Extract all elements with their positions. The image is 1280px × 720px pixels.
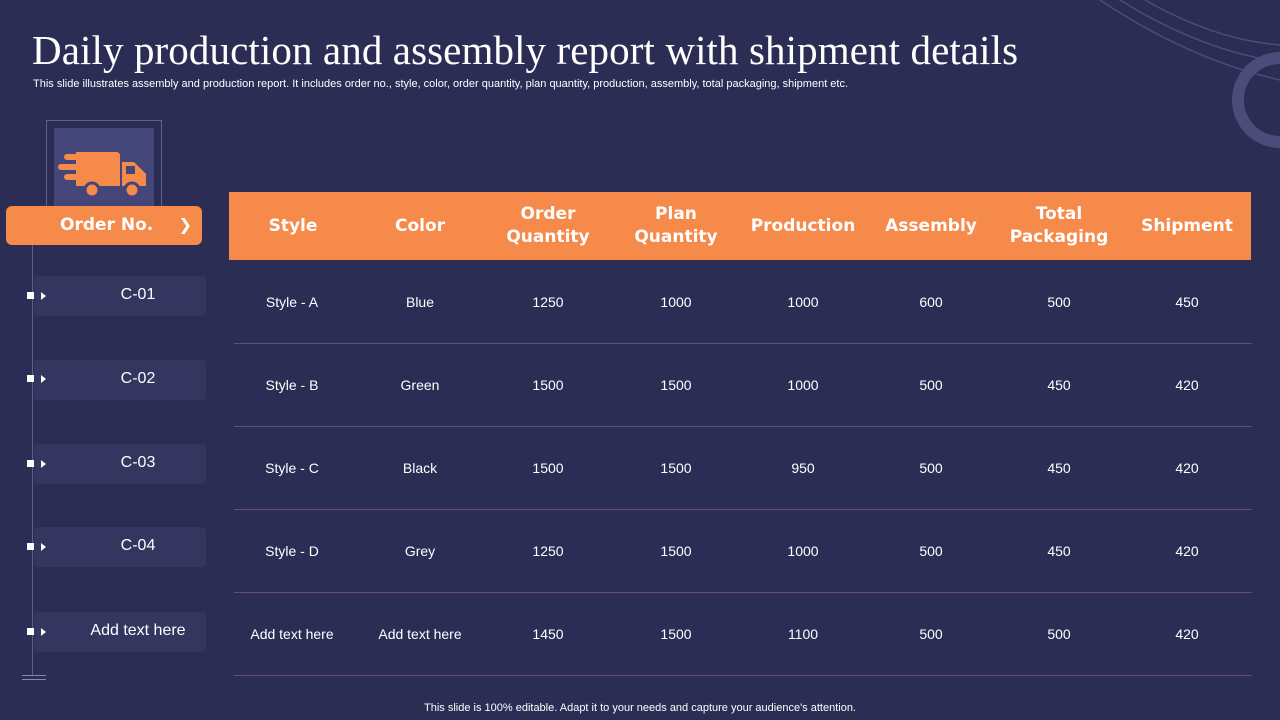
chevron-right-icon: ❯ [178, 215, 192, 234]
table-cell: 500 [919, 543, 943, 559]
table-cell: 1500 [660, 377, 692, 393]
column-header-production: Production [750, 215, 856, 236]
order-item: Add text here [34, 612, 206, 652]
table-cell: 1500 [532, 377, 564, 393]
row-divider [234, 343, 1252, 344]
table-cell: 1250 [532, 294, 564, 310]
table-cell: 450 [1047, 460, 1071, 476]
table-cell: 1000 [787, 294, 819, 310]
table-cell: 1500 [660, 626, 692, 642]
table-cell: Style - B [265, 377, 319, 393]
table-cell: Black [402, 460, 438, 476]
table-cell: 500 [919, 377, 943, 393]
column-header-order-quantity: Order Quantity [506, 204, 590, 247]
order-item-label: Add text here [90, 622, 186, 639]
table-cell: 500 [1047, 626, 1071, 642]
table-cell: 1000 [660, 294, 692, 310]
table-cell: 450 [1047, 377, 1071, 393]
table-cell: 1500 [532, 460, 564, 476]
table-cell: 450 [1047, 543, 1071, 559]
table-cell: Style - C [265, 460, 319, 476]
table-cell: Add text here [378, 626, 462, 642]
timeline-end-mark [22, 679, 46, 680]
column-header-shipment: Shipment [1141, 215, 1233, 236]
order-item: C-03 [34, 444, 206, 484]
table-cell: 1250 [532, 543, 564, 559]
order-item: C-01 [34, 276, 206, 316]
table-cell: Style - D [265, 543, 319, 559]
column-header-plan-quantity: Plan Quantity [634, 204, 718, 247]
table-cell: Green [400, 377, 440, 393]
row-divider [234, 509, 1252, 510]
column-header-assembly: Assembly [885, 215, 977, 236]
order-item: C-02 [34, 360, 206, 400]
table-cell: 1000 [787, 377, 819, 393]
order-item-label: C-04 [120, 537, 156, 554]
column-header-color: Color [394, 215, 446, 236]
table-cell: 450 [1175, 294, 1199, 310]
table-cell: 500 [919, 626, 943, 642]
table-cell: 420 [1175, 626, 1199, 642]
row-divider [234, 426, 1252, 427]
table-cell: 420 [1175, 543, 1199, 559]
table-cell: 1100 [787, 626, 819, 642]
table-cell: 420 [1175, 377, 1199, 393]
table-cell: 1450 [532, 626, 564, 642]
table-cell: Style - A [265, 294, 319, 310]
delivery-truck-icon [58, 152, 146, 199]
table-cell: 420 [1175, 460, 1199, 476]
table-header: Style Color Order Quantity Plan Quantity P… [229, 192, 1251, 260]
table-cell: 1500 [660, 543, 692, 559]
table-cell: Grey [404, 543, 436, 559]
table-cell: 600 [919, 294, 943, 310]
column-header-style: Style [268, 215, 318, 236]
table-cell: Blue [405, 294, 435, 310]
order-item: C-04 [34, 527, 206, 567]
table-cell: Add text here [250, 626, 334, 642]
footer-note: This slide is 100% editable. Adapt it to… [424, 702, 856, 714]
column-header-total-packaging: Total Packaging [1009, 204, 1109, 247]
order-no-label: Order No. [60, 215, 154, 235]
page-subtitle: This slide illustrates assembly and prod… [33, 78, 849, 90]
order-item-label: C-01 [120, 286, 156, 303]
table-cell: 500 [1047, 294, 1071, 310]
table-cell: 1500 [660, 460, 692, 476]
row-divider [234, 675, 1252, 676]
order-item-label: C-03 [120, 454, 156, 471]
decorative-arcs [1099, 0, 1280, 148]
row-divider [234, 592, 1252, 593]
page-title: Daily production and assembly report wit… [32, 27, 1019, 73]
order-no-header: Order No. ❯ [6, 206, 202, 245]
table-cell: 1000 [787, 543, 819, 559]
timeline-end-mark [22, 675, 46, 676]
table-cell: 500 [919, 460, 943, 476]
order-item-label: C-02 [120, 370, 156, 387]
table-cell: 950 [791, 460, 815, 476]
